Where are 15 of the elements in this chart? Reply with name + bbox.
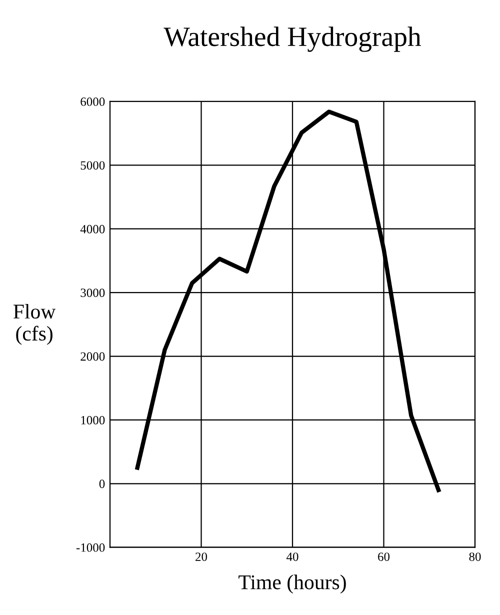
chart-title: Watershed Hydrograph [164,26,421,52]
x-axis-title: Time (hours) [238,574,346,594]
y-tick-label: 6000 [80,98,105,106]
x-tick-label: 80 [469,552,481,562]
x-tick-label: 20 [196,552,208,562]
x-tick-label: 40 [286,552,298,562]
y-tick-label: 4000 [80,224,105,234]
y-tick-label: 1000 [81,416,105,424]
y-tick-label: -1000 [76,543,105,552]
y-tick-label: 3000 [80,288,105,298]
y-tick-label: 2000 [80,352,105,361]
y-tick-label: 5000 [80,161,105,170]
y-tick-label: 0 [99,480,105,488]
x-tick-label: 60 [378,552,390,562]
y-axis-title: Flow (cfs) [13,304,56,345]
